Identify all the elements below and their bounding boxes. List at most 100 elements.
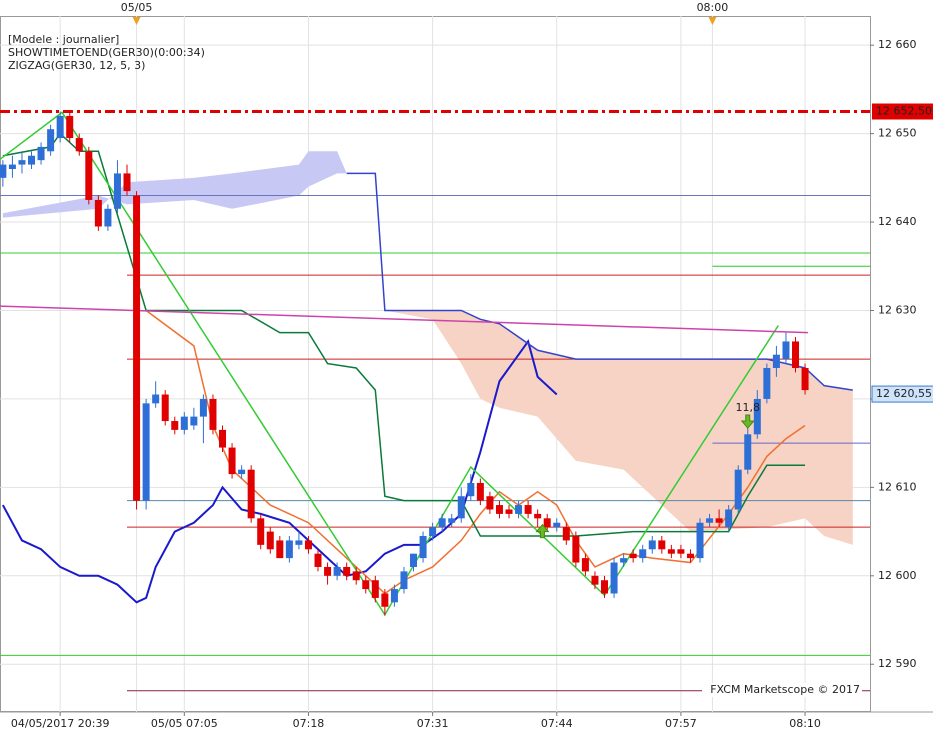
candle-body (47, 129, 55, 152)
candle-body (543, 518, 551, 528)
price-badge-label: 12 620,55 (876, 387, 932, 400)
candle-body (333, 566, 341, 576)
candle-body (763, 367, 771, 399)
y-tick-label: 12 600 (878, 569, 917, 582)
candle-body (620, 558, 628, 563)
candle-body (476, 482, 484, 501)
candle-body (639, 549, 647, 559)
signal-arrow (535, 523, 550, 539)
marker-label: 05/05 (121, 1, 153, 14)
y-tick-label: 12 590 (878, 657, 917, 670)
candle-body (18, 160, 26, 165)
candle-body (56, 115, 64, 139)
price-badge (872, 103, 933, 120)
y-tick-label: 12 650 (878, 127, 917, 140)
y-tick-label: 12 660 (878, 38, 917, 51)
candle-body (467, 482, 475, 497)
candle-body (515, 505, 523, 514)
candle-body (324, 566, 332, 576)
candle-body (371, 580, 379, 598)
candle-body (276, 540, 284, 559)
x-tick-label: 05/05 07:05 (151, 717, 218, 730)
candle-body (190, 416, 198, 426)
candle-body (772, 354, 780, 368)
candle-body (601, 580, 609, 594)
marker-triangle (708, 17, 717, 25)
candle-body (123, 173, 131, 192)
candle-body (667, 549, 675, 554)
candle-body (113, 173, 121, 209)
candle-body (486, 496, 494, 510)
candle-body (247, 469, 255, 519)
candle-body (792, 341, 800, 368)
candle-body (744, 434, 752, 470)
watermark-bg (702, 683, 862, 697)
candle-body (572, 536, 580, 563)
candle-body (0, 164, 7, 178)
candle-body (304, 540, 312, 550)
candle-body (381, 593, 389, 607)
x-tick-label: 08:10 (789, 717, 821, 730)
candle-body (410, 553, 418, 567)
x-tick-label: 07:57 (665, 717, 697, 730)
candle-body (8, 164, 16, 169)
candle-body (534, 513, 542, 519)
watermark: FXCM Marketscope © 2017 (710, 683, 860, 696)
candle-body (658, 540, 666, 550)
marker-label: 08:00 (697, 1, 729, 14)
candle-body (782, 341, 790, 360)
x-tick-label: 07:31 (417, 717, 449, 730)
candle-body (429, 527, 437, 537)
price-badge (871, 385, 933, 403)
candle-body (219, 429, 227, 448)
candle-body (696, 522, 704, 559)
candle-body (686, 553, 694, 559)
legend-text: ZIGZAG(GER30, 12, 5, 3) (8, 59, 145, 72)
candle-body (390, 589, 398, 603)
signal-arrow (740, 414, 755, 429)
candle-body (94, 199, 102, 227)
marker-triangle (132, 17, 141, 25)
candle-body (581, 558, 589, 572)
candle-body (209, 398, 217, 430)
candle-body (228, 447, 236, 475)
y-tick-label: 12 610 (878, 480, 917, 493)
candle-body (238, 469, 246, 475)
candle-body (725, 509, 733, 528)
candle-body (715, 518, 723, 523)
candle-body (629, 553, 637, 559)
candle-body (257, 518, 265, 545)
annotation: 11,8 (736, 401, 761, 414)
x-tick-label: 07:44 (541, 717, 573, 730)
candle-body (753, 398, 761, 435)
candle-body (706, 518, 714, 523)
candle-body (295, 540, 303, 545)
candle-body (419, 536, 427, 559)
y-tick-label: 12 630 (878, 303, 917, 316)
x-tick-label: 04/05/2017 20:39 (11, 717, 110, 730)
candle-body (161, 394, 169, 422)
candle-body (75, 138, 83, 152)
candle-body (266, 531, 274, 550)
candle-body (285, 540, 293, 559)
candle-body (553, 522, 561, 528)
candle-body (352, 571, 360, 581)
candle-body (591, 575, 599, 585)
candle-body (362, 580, 370, 590)
candle-body (438, 518, 446, 528)
candle-body (610, 562, 618, 594)
legend-text: SHOWTIMETOEND(GER30)(0:00:34) (8, 46, 205, 59)
candle-body (142, 403, 150, 501)
candle-body (524, 505, 532, 514)
candle-body (104, 208, 112, 227)
price-badge-label: 12 652,50 (876, 105, 932, 118)
candle-body (400, 571, 408, 590)
y-tick-label: 12 640 (878, 215, 917, 228)
candle-body (85, 151, 93, 200)
candle-body (562, 527, 570, 541)
candle-body (28, 155, 36, 165)
candle-body (199, 398, 207, 417)
candle-body (495, 505, 503, 514)
candle-body (314, 553, 322, 567)
